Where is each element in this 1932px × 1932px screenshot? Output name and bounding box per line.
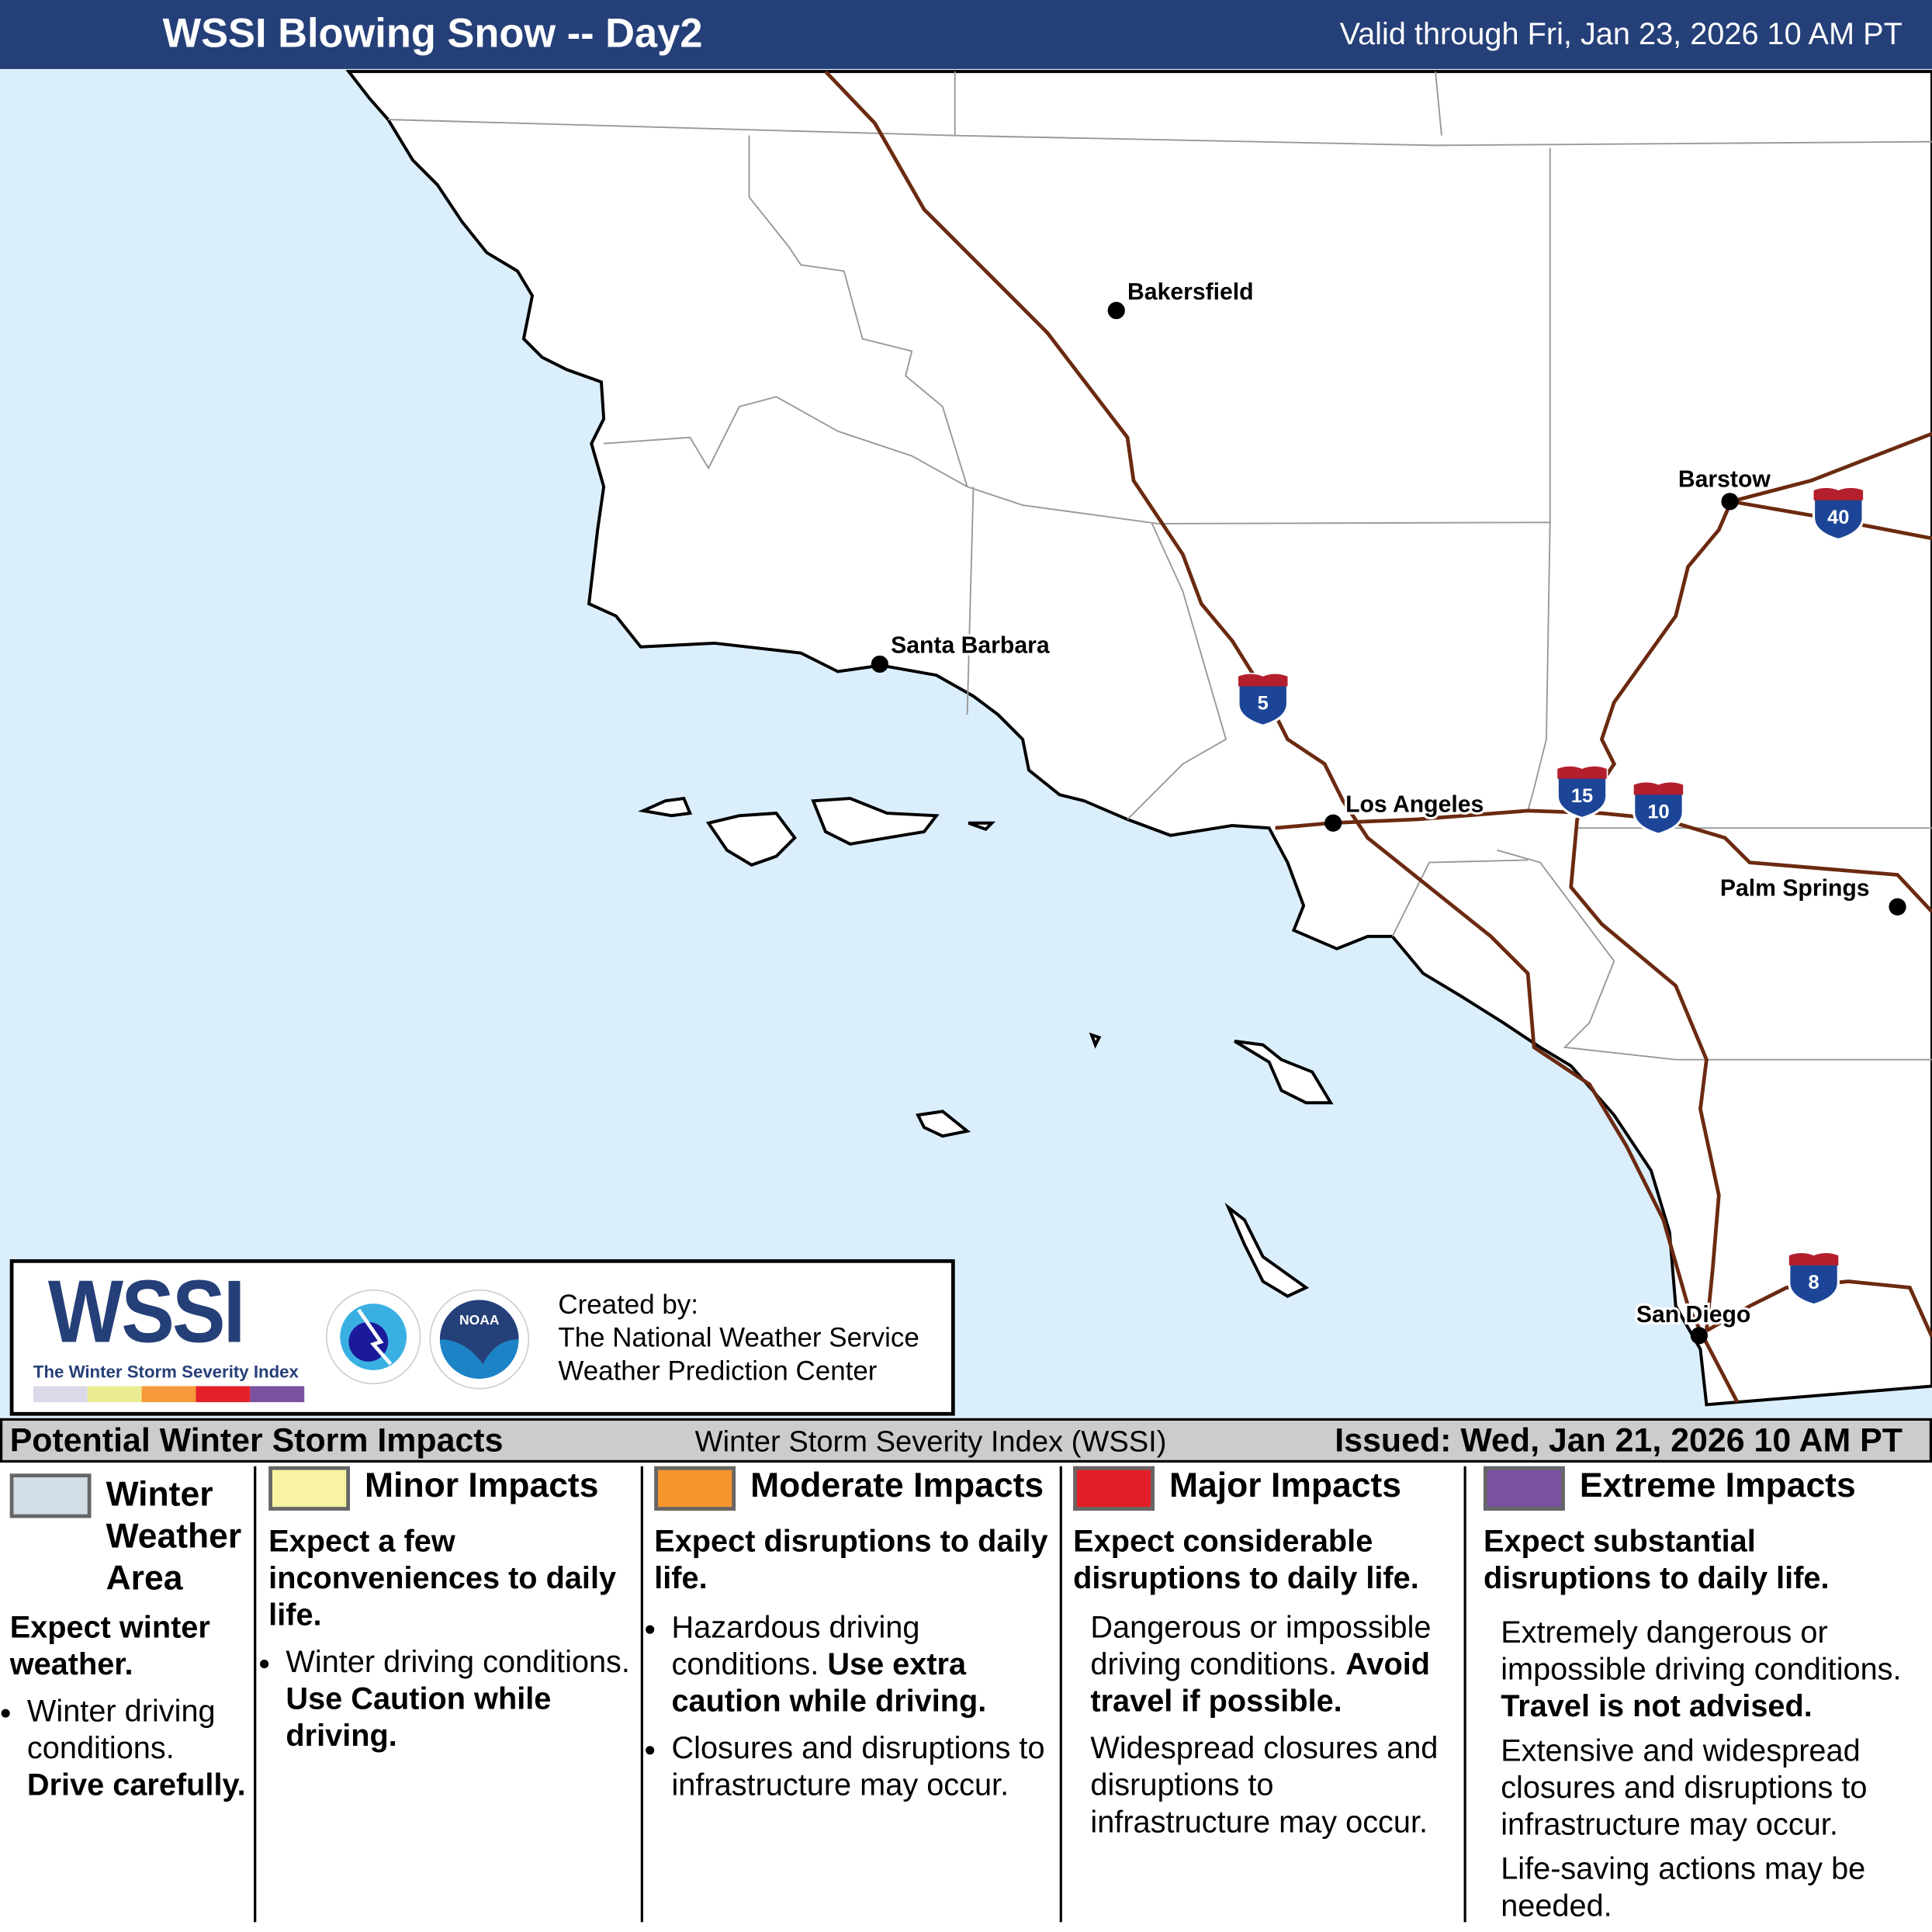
- map: 5 15 10 40 8 Bakersfield Santa Barbara Los Ang…: [0, 68, 1932, 1420]
- city-label: Palm Springs: [1720, 875, 1870, 901]
- divider: [1059, 1466, 1062, 1923]
- interstate-shield-10: 10: [1633, 781, 1684, 836]
- interstate-number: 40: [1827, 507, 1849, 528]
- divider: [640, 1466, 643, 1923]
- credits: Created by: The National Weather Service…: [558, 1287, 919, 1387]
- city-label: Santa Barbara: [891, 633, 1050, 659]
- legend-title: Moderate Impacts: [750, 1466, 1044, 1504]
- legend-text: Extremely dangerous or impossible drivin…: [1501, 1615, 1902, 1687]
- swatch-major: [1073, 1466, 1155, 1511]
- legend-text: Widespread closures and disruptions to i…: [1090, 1731, 1439, 1840]
- legend-expect: Expect considerable disruptions to daily…: [1073, 1524, 1419, 1596]
- legend-bold: Travel is not advised.: [1501, 1689, 1813, 1724]
- header: WSSI Blowing Snow -- Day2 Valid through …: [0, 0, 1932, 69]
- wssi-logo-subtitle: The Winter Storm Severity Index: [33, 1361, 299, 1382]
- wssi-logo: WSSI: [47, 1262, 245, 1362]
- legend-expect: Expect a few inconveniences to daily lif…: [268, 1524, 617, 1633]
- valid-through: Valid through Fri, Jan 23, 2026 10 AM PT: [1339, 17, 1903, 52]
- interstate-shield-8: 8: [1788, 1252, 1840, 1307]
- legend-bold: Avoid travel if possible.: [1090, 1647, 1431, 1719]
- legend-expect: Expect disruptions to daily life.: [654, 1524, 1048, 1596]
- city-label: Los Angeles: [1345, 791, 1484, 817]
- noaa-logo: NOAA: [429, 1289, 530, 1390]
- legend-winter-weather: Winter Weather Area Expect winter weathe…: [9, 1466, 251, 1804]
- legend-title: Extreme Impacts: [1579, 1466, 1856, 1504]
- divider: [254, 1466, 257, 1923]
- org-wpc: Weather Prediction Center: [558, 1355, 878, 1387]
- legend-bullet: Winter driving conditions.: [26, 1694, 216, 1766]
- legend-text: Extensive and widespread closures and di…: [1501, 1733, 1868, 1843]
- legend-extreme: Extreme Impacts Expect substantial disru…: [1483, 1466, 1927, 1925]
- impacts-bar: Potential Winter Storm Impacts Winter St…: [0, 1418, 1932, 1463]
- nws-logo: [326, 1289, 421, 1385]
- legend-minor: Minor Impacts Expect a few inconvenience…: [268, 1466, 638, 1755]
- logo-box: WSSI The Winter Storm Severity Index NOA…: [9, 1259, 955, 1416]
- org-nws: The National Weather Service: [558, 1321, 919, 1353]
- swatch-winter: [9, 1473, 92, 1518]
- legend-bold: Use extra caution while driving.: [671, 1647, 987, 1719]
- legend-title: Minor Impacts: [365, 1466, 599, 1504]
- legend-bold: Use Caution while driving.: [286, 1681, 552, 1754]
- interstate-number: 8: [1808, 1272, 1819, 1293]
- interstate-shield-15: 15: [1556, 765, 1608, 820]
- wssi-name: Winter Storm Severity Index (WSSI): [694, 1425, 1167, 1459]
- page-title: WSSI Blowing Snow -- Day2: [162, 9, 703, 56]
- legend-moderate: Moderate Impacts Expect disruptions to d…: [654, 1466, 1054, 1804]
- impacts-heading: Potential Winter Storm Impacts: [9, 1421, 504, 1459]
- legend-bullet: Winter driving conditions.: [286, 1644, 630, 1680]
- legend-text: Dangerous or impossible driving conditio…: [1090, 1610, 1432, 1682]
- channel-islands: [638, 796, 1334, 1298]
- city-dot: [1721, 493, 1739, 511]
- swatch-extreme: [1483, 1466, 1565, 1511]
- legend-text: Life-saving actions may be needed.: [1501, 1851, 1866, 1923]
- divider: [1463, 1466, 1466, 1923]
- swatch-moderate: [654, 1466, 736, 1511]
- legend-major: Major Impacts Expect considerable disrup…: [1073, 1466, 1461, 1841]
- wssi-color-bar: [33, 1386, 305, 1403]
- legend-title: Major Impacts: [1169, 1466, 1402, 1504]
- city-dot: [871, 655, 888, 673]
- swatch-minor: [268, 1466, 350, 1511]
- issued-time: Issued: Wed, Jan 21, 2026 10 AM PT: [1335, 1421, 1903, 1459]
- interstate-shield-40: 40: [1812, 486, 1864, 542]
- created-by: Created by:: [558, 1289, 698, 1320]
- city-dot: [1690, 1327, 1708, 1345]
- county-lines: [388, 71, 1932, 1061]
- city-dot: [1324, 814, 1342, 832]
- legend-expect: Expect winter weather.: [9, 1610, 210, 1682]
- city-dot: [1889, 898, 1906, 916]
- city-label: San Diego: [1636, 1302, 1750, 1328]
- interstate-number: 15: [1571, 785, 1593, 807]
- legend-bullet: Hazardous driving conditions.: [671, 1610, 920, 1682]
- legend-bold: Drive carefully.: [26, 1768, 246, 1803]
- legend-bullet: Closures and disruptions to infrastructu…: [671, 1730, 1054, 1804]
- legend-expect: Expect substantial disruptions to daily …: [1483, 1524, 1830, 1596]
- city-label: Bakersfield: [1127, 279, 1254, 305]
- interstate-shield-5: 5: [1237, 673, 1290, 727]
- city-dot: [1107, 302, 1125, 320]
- noaa-text: NOAA: [459, 1312, 500, 1328]
- interstate-number: 5: [1258, 693, 1269, 715]
- city-label: Barstow: [1678, 466, 1771, 492]
- legend-title: Winter Weather Area: [106, 1474, 242, 1598]
- interstate-number: 10: [1647, 801, 1669, 822]
